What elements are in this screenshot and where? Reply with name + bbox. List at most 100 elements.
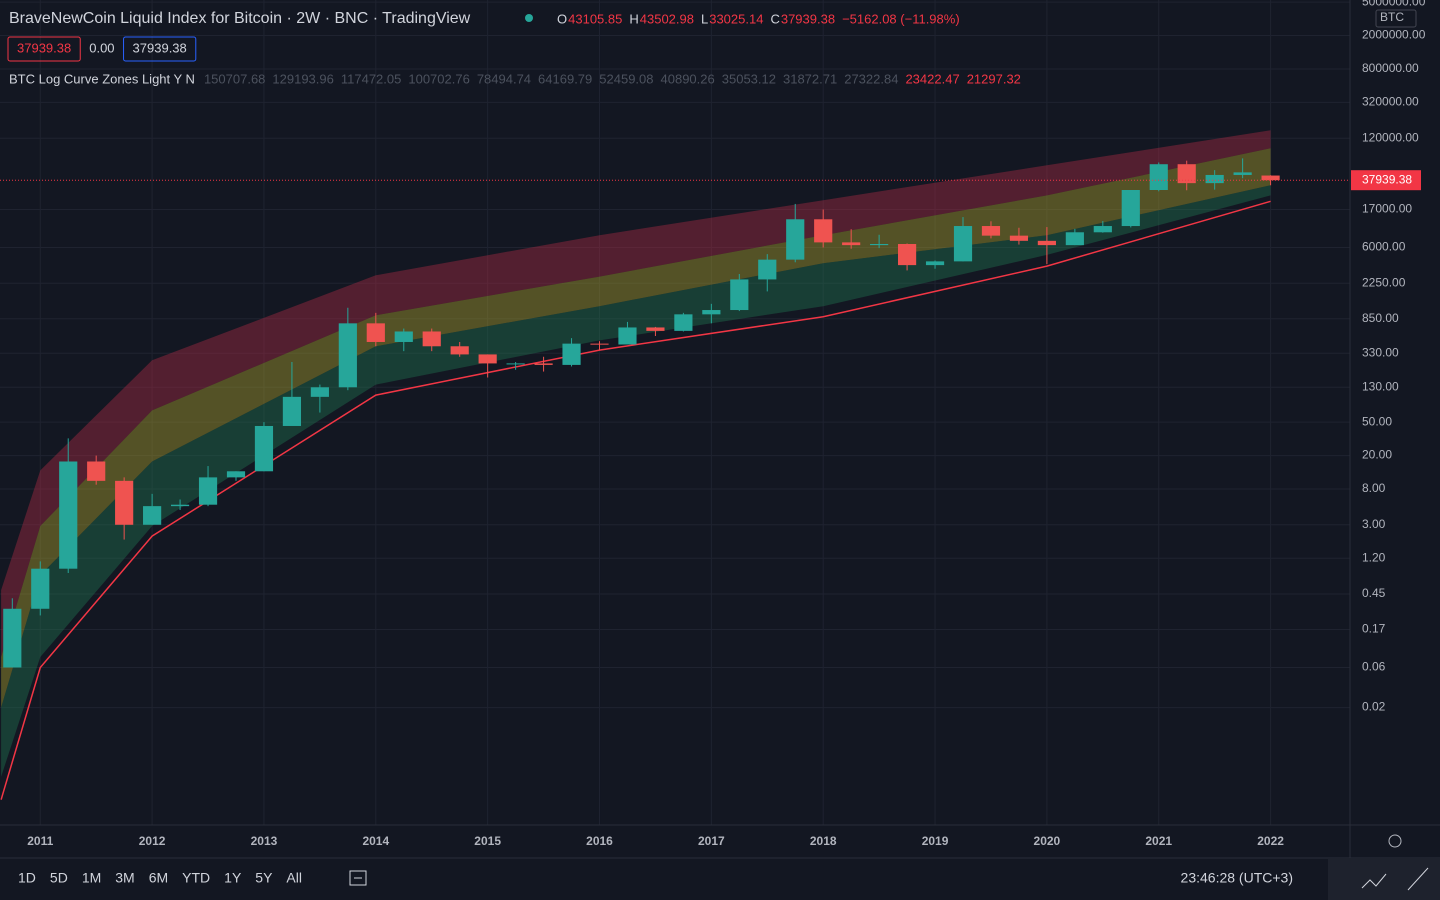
indicator-value: 40890.26 [661,71,715,86]
candle-body [674,314,693,331]
header: BraveNewCoin Liquid Index for Bitcoin · … [7,10,1021,86]
indicator-value: 23422.47 [905,71,959,86]
candle-body [1177,164,1196,184]
candle-body [366,323,385,342]
ohlc-value: 43105.85 [568,11,622,26]
x-tick-label: 2015 [474,834,501,848]
ohlc-letter: H [629,11,638,26]
indicator-value: 21297.32 [967,71,1021,86]
range-button[interactable]: All [286,870,302,886]
candle-body [1093,226,1112,233]
range-button[interactable]: 1D [18,870,36,886]
candle-body [115,480,134,525]
indicator-value: 31872.71 [783,71,837,86]
candle-body [1121,190,1140,227]
indicator-value: 117472.05 [341,71,402,86]
candle-body [842,242,861,246]
y-tick-label: 1.20 [1362,550,1386,564]
indicator-value: 129193.96 [272,71,333,86]
candle-body [646,327,665,331]
candle-body [310,387,329,397]
candle-body [562,343,581,365]
goto-date-icon[interactable] [349,870,367,886]
y-tick-label: 50.00 [1362,414,1392,428]
candle-body [981,226,1001,236]
y-tick-label: 130.00 [1362,379,1399,393]
candle-body [254,425,274,472]
y-tick-label: 850.00 [1362,311,1399,325]
ohlc-letter: C [770,11,779,26]
candle-body [786,219,805,260]
candle-body [3,608,22,668]
ohlc-letter: O [557,11,567,26]
y-tick-label: 120000.00 [1362,130,1419,144]
candle-body [1205,174,1224,184]
currency[interactable]: BTC [1380,10,1404,24]
candle-body [31,568,50,609]
ohlc-value: 43502.98 [640,11,694,26]
y-tick-label: 3.00 [1362,517,1386,531]
range-button[interactable]: 6M [149,870,168,886]
candle-body [1261,175,1280,181]
ohlc-value: 37939.38 [781,11,835,26]
y-tick-label: 20.00 [1362,448,1392,462]
candle-body [170,504,190,507]
last-price-tag [1351,170,1421,191]
y-tick-label: 0.02 [1362,700,1386,714]
clock: 23:46:28 (UTC+3) [1181,870,1293,886]
y-tick-label: 0.45 [1362,586,1386,600]
range-button[interactable]: YTD [182,870,210,886]
range-button[interactable]: 5D [50,870,68,886]
range-button[interactable]: 1Y [224,870,242,886]
candle-body [590,343,609,345]
candle-body [394,331,413,342]
candle-body [143,506,162,525]
candles [0,158,1350,668]
x-tick-label: 2017 [698,834,725,848]
indicator-value: 64169.79 [538,71,592,86]
y-tick-label: 320000.00 [1362,95,1419,109]
status-dot [525,14,533,22]
y-tick-label: 8.00 [1362,481,1386,495]
range-button[interactable]: 5Y [255,870,273,886]
candle-body [534,363,553,365]
y-tick-label: 2000000.00 [1362,28,1426,42]
ohlc-value: 33025.14 [709,11,763,26]
grid [0,0,1350,825]
candle-body [422,331,441,347]
candle-body [198,477,218,505]
zone [1,148,1271,708]
x-tick-label: 2012 [139,834,166,848]
candle-body [1233,172,1252,175]
value-box-text: 0.00 [89,40,114,55]
candle-body [1149,164,1168,191]
candle-body [1037,240,1056,246]
value-box [7,36,81,62]
x-tick-label: 2013 [251,834,278,848]
y-tick-label: 17000.00 [1362,202,1412,216]
indicator-value: 35053.12 [722,71,776,86]
indicator-value: 27322.84 [844,71,898,86]
x-tick-label: 2016 [586,834,613,848]
indicator-icon[interactable] [1361,873,1387,889]
candle-body [282,396,302,426]
candle-body [758,259,777,280]
indicator-value: 78494.74 [477,71,531,86]
candle-body [870,244,889,246]
candle-body [953,226,973,262]
draw-icon[interactable] [1407,867,1429,891]
range-button[interactable]: 1M [82,870,101,886]
x-tick-label: 2019 [922,834,949,848]
settings-icon[interactable] [1388,834,1402,848]
zone [1,185,1271,777]
zone [1,130,1271,658]
y-tick-label: 0.06 [1362,660,1386,674]
x-tick-label: 2018 [810,834,837,848]
range-button[interactable]: 3M [115,870,134,886]
currency-box[interactable] [1375,9,1417,28]
candle-body [478,354,497,364]
tool-panel [1328,858,1440,900]
y-tick-label: 330.00 [1362,345,1399,359]
